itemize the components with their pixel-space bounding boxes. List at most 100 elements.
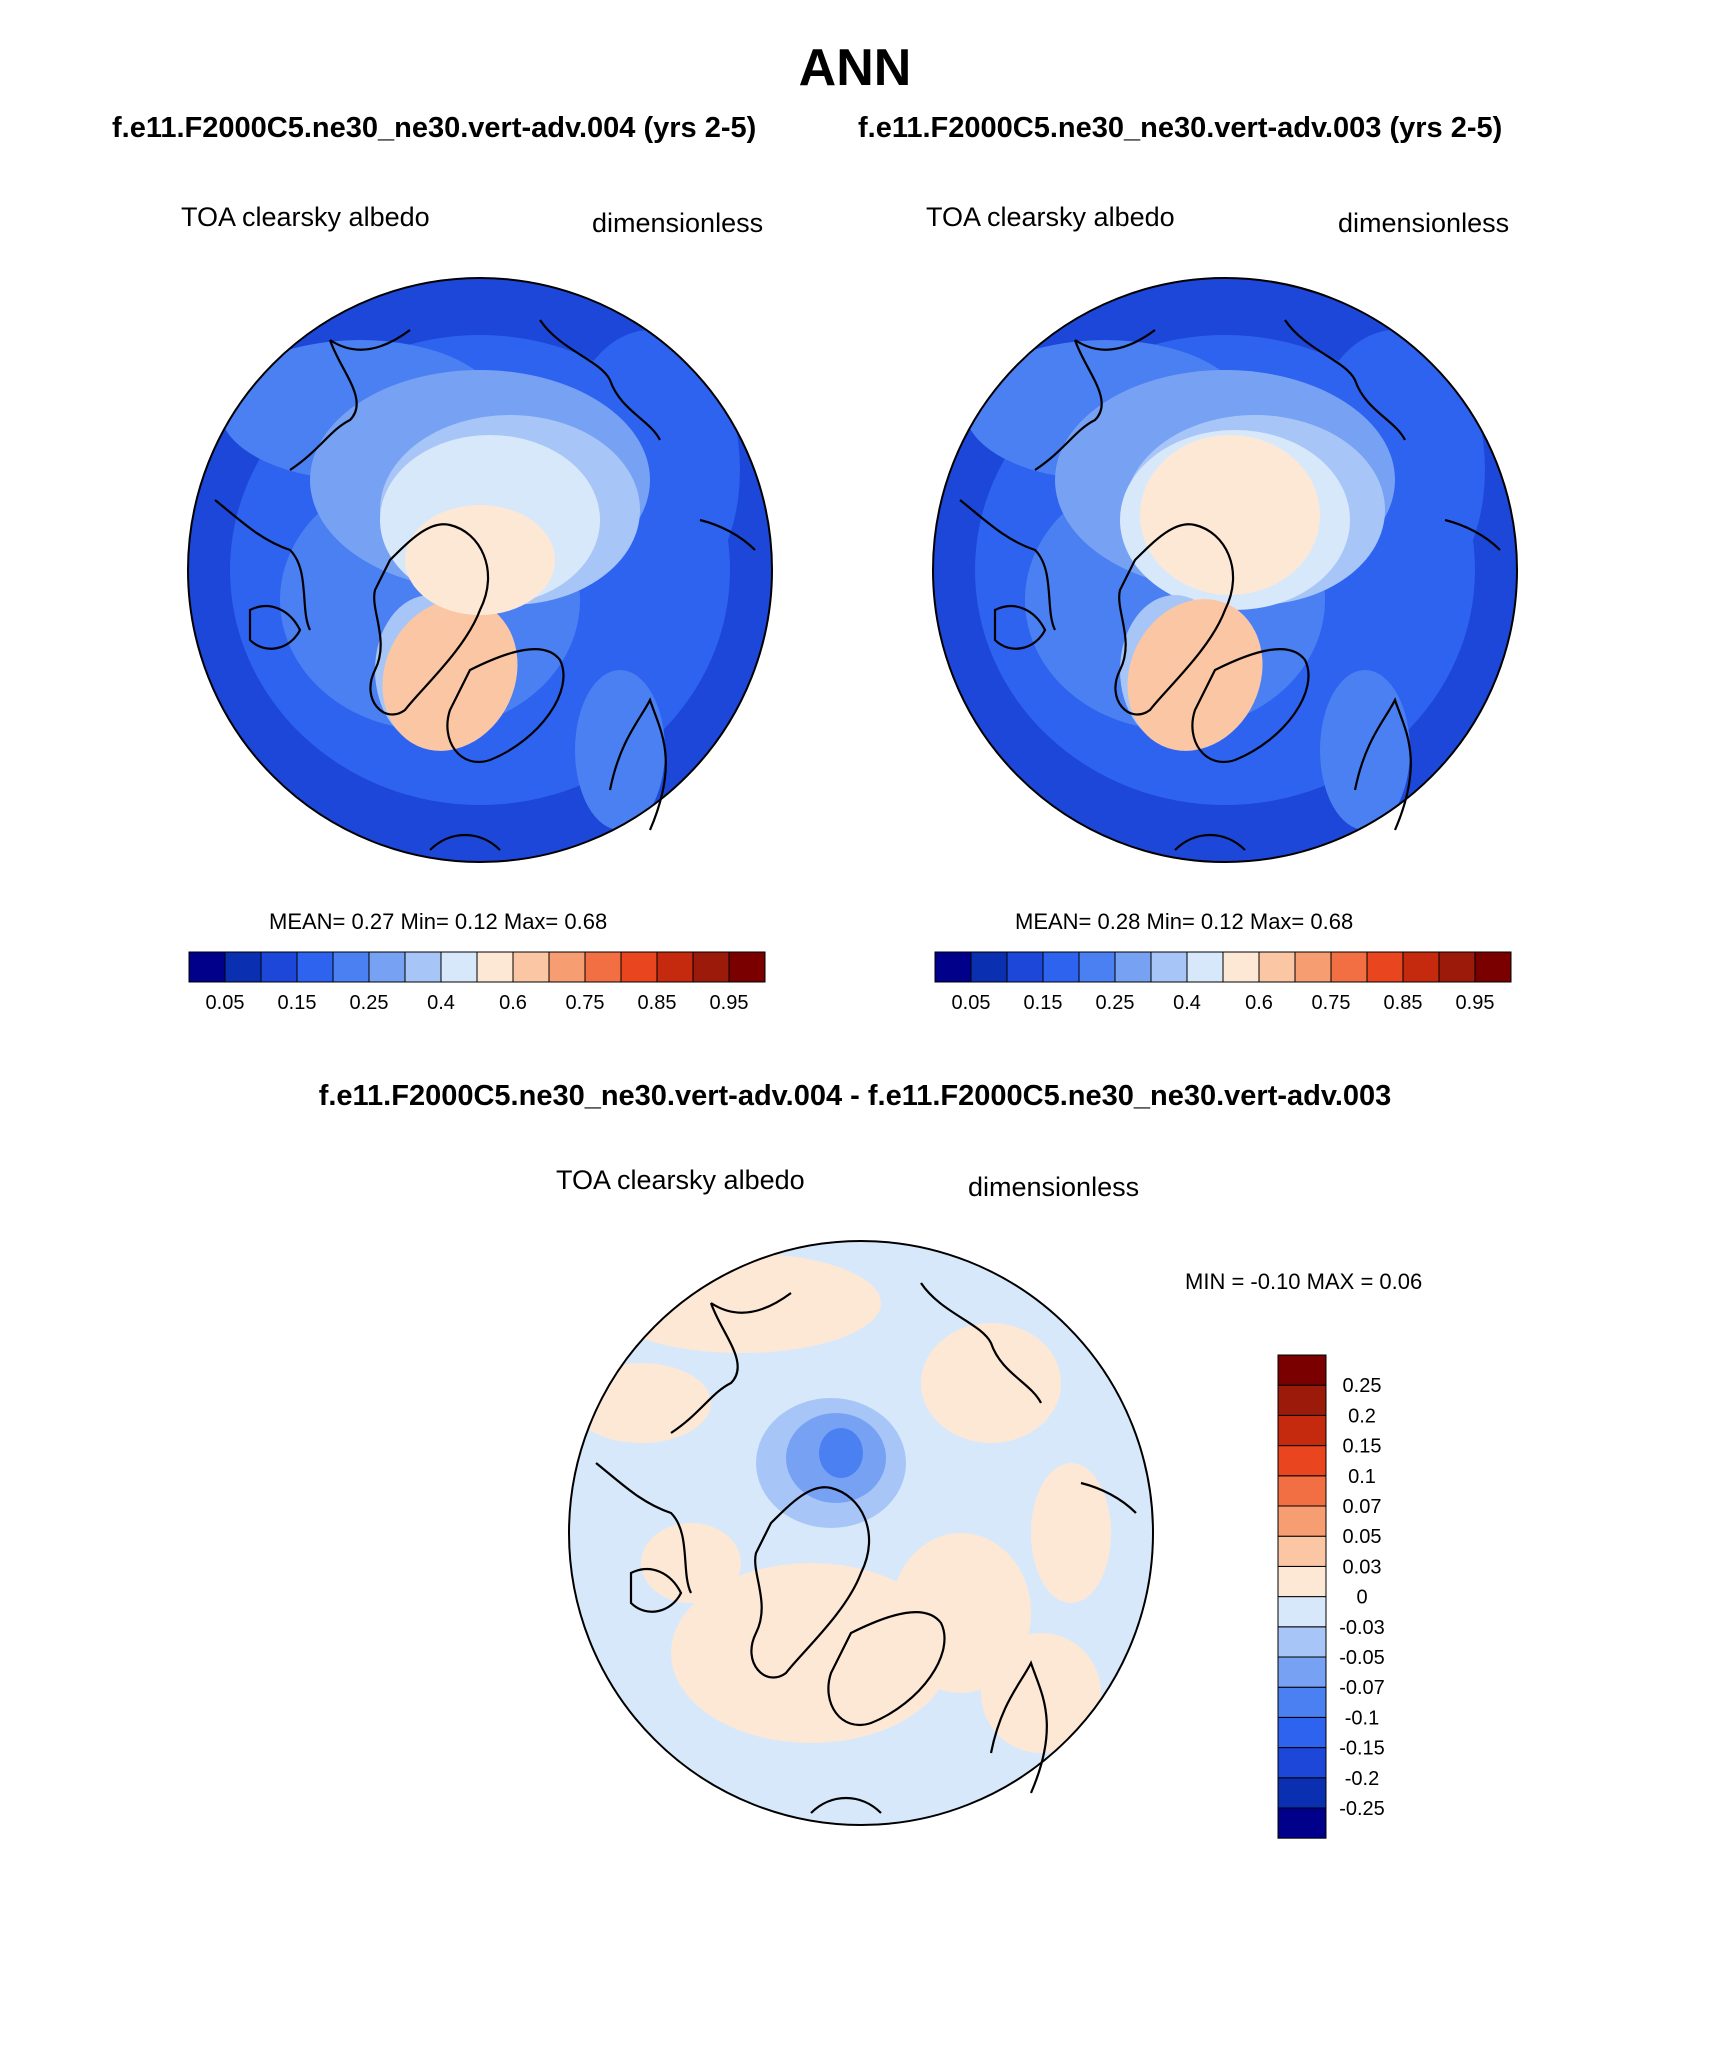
colorbar-box <box>260 951 298 983</box>
colorbar-box <box>1474 951 1512 983</box>
colorbar-box <box>1258 951 1296 983</box>
panel1-variable-label: TOA clearsky albedo <box>181 202 430 232</box>
panel3-map <box>568 1240 1154 1826</box>
colorbar-box <box>692 951 730 983</box>
diff-colorbar-box <box>1277 1565 1327 1598</box>
panel2-max-label: Max= <box>1249 909 1305 934</box>
panel2-stats: MEAN= 0.28 Min= 0.12 Max= 0.68 <box>1015 909 1353 935</box>
colorbar-box <box>548 951 586 983</box>
colorbar-box <box>656 951 694 983</box>
panel2-min-value: 0.12 <box>1200 909 1244 934</box>
panel1-min-value: 0.12 <box>454 909 498 934</box>
diff-colorbar-tick-label: 0.1 <box>1348 1466 1376 1488</box>
diff-colorbar-box <box>1277 1747 1327 1779</box>
colorbar-tick-label: 0.6 <box>499 992 527 1014</box>
diff-colorbar-tick-label: -0.07 <box>1339 1677 1385 1699</box>
diff-colorbar-tick-label: 0.03 <box>1343 1556 1382 1578</box>
diff-colorbar-tick-label: 0.2 <box>1348 1405 1376 1427</box>
panel2-colorbar: 0.05 0.15 0.25 0.4 0.6 0.75 0.85 0.95 <box>934 951 1512 1014</box>
colorbar-box <box>1186 951 1224 983</box>
colorbar-tick-label: 0.4 <box>427 992 455 1014</box>
colorbar-box <box>1366 951 1404 983</box>
colorbar-box <box>512 951 550 983</box>
diff-colorbar-tick-label: -0.03 <box>1339 1617 1385 1639</box>
diff-colorbar-box <box>1277 1475 1327 1507</box>
panel3-units-label: dimensionless <box>968 1172 1140 1202</box>
diff-colorbar-tick-label: 0.15 <box>1343 1436 1382 1458</box>
colorbar-tick-label: 0.05 <box>206 992 245 1014</box>
colorbar-tick-label: 0.85 <box>638 992 677 1014</box>
colorbar-tick-label: 0.15 <box>278 992 317 1014</box>
diff-colorbar-box <box>1277 1445 1327 1477</box>
panel3-variable-label: TOA clearsky albedo <box>556 1165 805 1195</box>
colorbar-tick-label: 0.75 <box>566 992 605 1014</box>
colorbar-tick-label: 0.25 <box>1096 992 1135 1014</box>
panel2-units-label: dimensionless <box>1338 208 1510 238</box>
diff-colorbar-tick-label: 0.07 <box>1343 1496 1382 1518</box>
colorbar-box <box>1438 951 1476 983</box>
diff-colorbar-tick-label: -0.05 <box>1339 1647 1385 1669</box>
panel2-max-value: 0.68 <box>1310 909 1354 934</box>
season-title: ANN <box>798 39 912 97</box>
diff-colorbar-box <box>1277 1596 1327 1628</box>
colorbar-box <box>1330 951 1368 983</box>
colorbar-tick-label: 0.15 <box>1024 992 1063 1014</box>
colorbar-tick-label: 0.85 <box>1384 992 1423 1014</box>
diff-colorbar-box <box>1277 1384 1327 1416</box>
colorbar-box <box>1294 951 1332 983</box>
colorbar-box <box>1222 951 1260 983</box>
diff-colorbar-tick-label: -0.15 <box>1339 1738 1385 1760</box>
colorbar-box <box>332 951 370 983</box>
panel1-colorbar: 0.05 0.15 0.25 0.4 0.6 0.75 0.85 0.95 <box>188 951 766 1014</box>
colorbar-box <box>1402 951 1440 983</box>
colorbar-box <box>476 951 514 983</box>
diff-colorbar-tick-label: 0.05 <box>1343 1526 1382 1548</box>
colorbar-tick-label: 0.6 <box>1245 992 1273 1014</box>
colorbar-box <box>970 951 1008 983</box>
diff-colorbar-box <box>1277 1686 1327 1718</box>
case-title-right: f.e11.F2000C5.ne30_ne30.vert-adv.003 (yr… <box>858 112 1503 144</box>
panel1-max-value: 0.68 <box>564 909 608 934</box>
diff-colorbar-box <box>1277 1777 1327 1809</box>
colorbar-box <box>296 951 334 983</box>
colorbar-box <box>224 951 262 983</box>
colorbar-box <box>404 951 442 983</box>
panel2-map <box>932 277 1518 863</box>
colorbar-box <box>1114 951 1152 983</box>
panel1-map <box>187 277 773 863</box>
panel3-colorbar: -0.25 -0.2 -0.15 -0.1 -0.07 -0.05 -0.03 0 0.03 0.… <box>1277 1354 1385 1839</box>
diff-colorbar-box <box>1277 1807 1327 1839</box>
panel1-min-label: Min= <box>400 909 449 934</box>
diff-colorbar-box <box>1277 1505 1327 1537</box>
colorbar-box <box>620 951 658 983</box>
case-title-left: f.e11.F2000C5.ne30_ne30.vert-adv.004 (yr… <box>112 112 757 144</box>
diff-colorbar-box <box>1277 1656 1327 1688</box>
colorbar-box <box>934 951 972 983</box>
diff-colorbar-tick-label: -0.25 <box>1339 1798 1385 1820</box>
colorbar-box <box>1006 951 1044 983</box>
colorbar-box <box>188 951 226 983</box>
diff-colorbar-tick-label: 0 <box>1356 1587 1367 1609</box>
diff-colorbar-box <box>1277 1354 1327 1386</box>
panel2-mean-label: MEAN= <box>1015 909 1092 934</box>
colorbar-box <box>368 951 406 983</box>
panel2-variable-label: TOA clearsky albedo <box>926 202 1175 232</box>
colorbar-tick-label: 0.25 <box>350 992 389 1014</box>
colorbar-box <box>584 951 622 983</box>
colorbar-tick-label: 0.95 <box>710 992 749 1014</box>
colorbar-tick-label: 0.05 <box>952 992 991 1014</box>
diff-colorbar-tick-label: 0.25 <box>1343 1375 1382 1397</box>
diff-colorbar-box <box>1277 1535 1327 1567</box>
colorbar-box <box>440 951 478 983</box>
panel1-max-label: Max= <box>503 909 559 934</box>
diff-title: f.e11.F2000C5.ne30_ne30.vert-adv.004 - f… <box>318 1080 1392 1112</box>
diff-colorbar-box <box>1277 1626 1327 1658</box>
colorbar-box <box>1078 951 1116 983</box>
colorbar-tick-label: 0.95 <box>1456 992 1495 1014</box>
diff-colorbar-box <box>1277 1716 1327 1749</box>
colorbar-box <box>1042 951 1080 983</box>
panel1-mean-value: 0.27 <box>351 909 395 934</box>
colorbar-tick-label: 0.75 <box>1312 992 1351 1014</box>
colorbar-box <box>728 951 766 983</box>
colorbar-box <box>1150 951 1188 983</box>
